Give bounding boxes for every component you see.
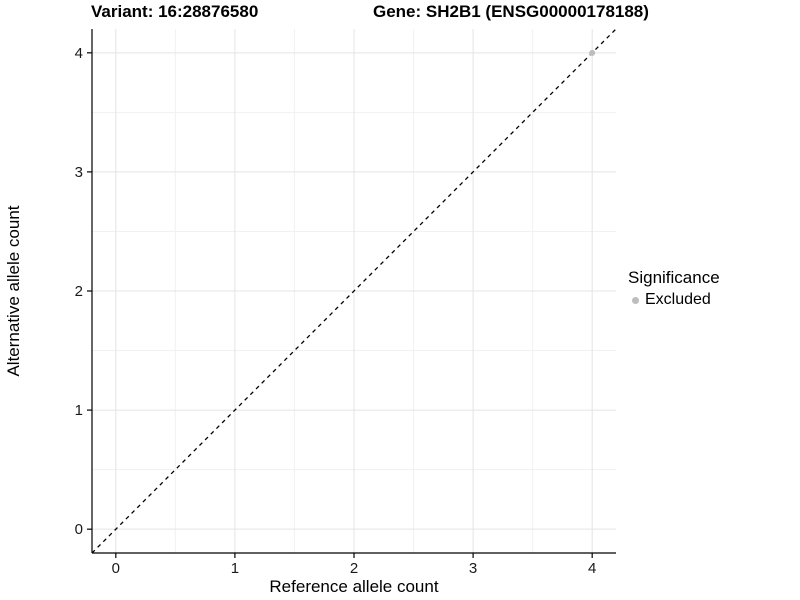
excluded-point-icon bbox=[632, 296, 639, 304]
y-tick-label: 4 bbox=[75, 45, 83, 62]
legend-title: Significance bbox=[628, 268, 720, 287]
variant-title: Variant: 16:28876580 bbox=[91, 2, 259, 21]
identity-line bbox=[91, 28, 617, 554]
x-tick-label: 2 bbox=[350, 560, 358, 577]
y-tick-label: 1 bbox=[75, 402, 83, 419]
data-point bbox=[589, 49, 596, 56]
x-axis-title: Reference allele count bbox=[269, 577, 439, 596]
x-tick-label: 3 bbox=[469, 560, 477, 577]
y-tick-label: 3 bbox=[75, 164, 83, 181]
x-tick-label: 4 bbox=[588, 560, 596, 577]
legend-item-label: Excluded bbox=[645, 291, 711, 308]
legend: Significance Excluded bbox=[628, 267, 720, 310]
y-tick-label: 0 bbox=[75, 521, 83, 538]
x-tick-label: 1 bbox=[231, 560, 239, 577]
y-tick-label: 2 bbox=[75, 283, 83, 300]
gene-title: Gene: SH2B1 (ENSG00000178188) bbox=[373, 2, 649, 21]
legend-item-excluded: Excluded bbox=[628, 290, 720, 310]
y-axis-title: Alternative allele count bbox=[4, 205, 23, 377]
x-tick-label: 0 bbox=[112, 560, 120, 577]
